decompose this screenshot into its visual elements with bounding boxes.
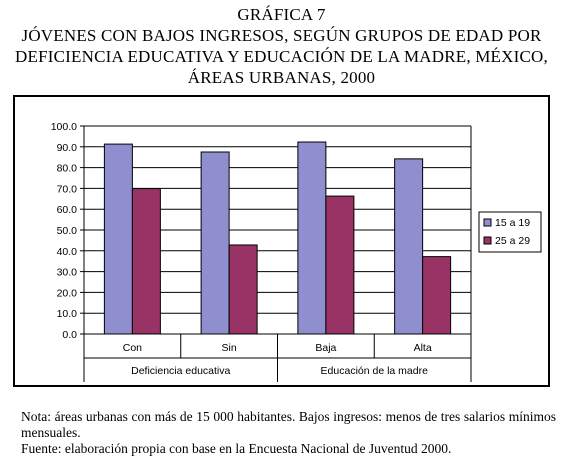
y-tick-label: 10.0 bbox=[57, 308, 78, 320]
legend-swatch bbox=[483, 218, 492, 227]
bar-15-19-con bbox=[103, 143, 133, 335]
y-tick-label: 70.0 bbox=[57, 183, 78, 195]
legend-label: 15 a 19 bbox=[495, 217, 530, 229]
chart-number: GRÁFICA 7 bbox=[237, 5, 326, 24]
chart-title-line-1: JÓVENES CON BAJOS INGRESOS, SEGÚN GRUPOS… bbox=[21, 26, 542, 45]
category-label: Baja bbox=[315, 342, 336, 354]
bar-chart: 0.0 10.0 20.0 30.0 40.0 50.0 60.0 70.0 80.0 90.0 1… bbox=[51, 121, 542, 382]
category-label: Sin bbox=[222, 342, 237, 354]
chart-title-line-2: DEFICIENCIA EDUCATIVA Y EDUCACIÓN DE LA … bbox=[15, 47, 548, 66]
bar-25-29-con bbox=[131, 188, 161, 335]
group-label: Deficiencia educativa bbox=[131, 365, 230, 377]
y-tick-label: 30.0 bbox=[57, 267, 78, 279]
category-label: Con bbox=[123, 342, 142, 354]
legend-swatch bbox=[483, 236, 492, 245]
y-tick-label: 90.0 bbox=[57, 142, 78, 154]
y-tick-label: 60.0 bbox=[57, 204, 78, 216]
y-tick-label: 50.0 bbox=[57, 225, 78, 237]
bar-25-29-baja bbox=[325, 195, 355, 335]
y-tick-label: 20.0 bbox=[57, 287, 78, 299]
note-text: Nota: áreas urbanas con más de 15 000 ha… bbox=[21, 409, 556, 440]
group-label: Educación de la madre bbox=[321, 365, 429, 377]
chart-heading: GRÁFICA 7 JÓVENES CON BAJOS INGRESOS, SE… bbox=[0, 4, 563, 88]
y-tick-label: 0.0 bbox=[62, 329, 77, 341]
bar-15-19-alta bbox=[394, 158, 424, 335]
chart-notes: Nota: áreas urbanas con más de 15 000 ha… bbox=[21, 409, 556, 457]
bar-15-19-baja bbox=[297, 141, 327, 335]
bar-25-29-alta bbox=[422, 256, 452, 335]
y-tick-label: 40.0 bbox=[57, 246, 78, 258]
category-label: Alta bbox=[414, 342, 432, 354]
source-text: Fuente: elaboración propia con base en l… bbox=[21, 441, 452, 456]
y-tick-label: 100.0 bbox=[51, 121, 77, 133]
bar-15-19-sin bbox=[200, 151, 230, 335]
chart-title-line-3: ÁREAS URBANAS, 2000 bbox=[187, 68, 376, 87]
chart-frame: 0.0 10.0 20.0 30.0 40.0 50.0 60.0 70.0 80.0 90.0 1… bbox=[13, 95, 550, 387]
y-tick-label: 80.0 bbox=[57, 163, 78, 175]
bar-25-29-sin bbox=[228, 244, 258, 335]
legend-label: 25 a 29 bbox=[495, 235, 530, 247]
